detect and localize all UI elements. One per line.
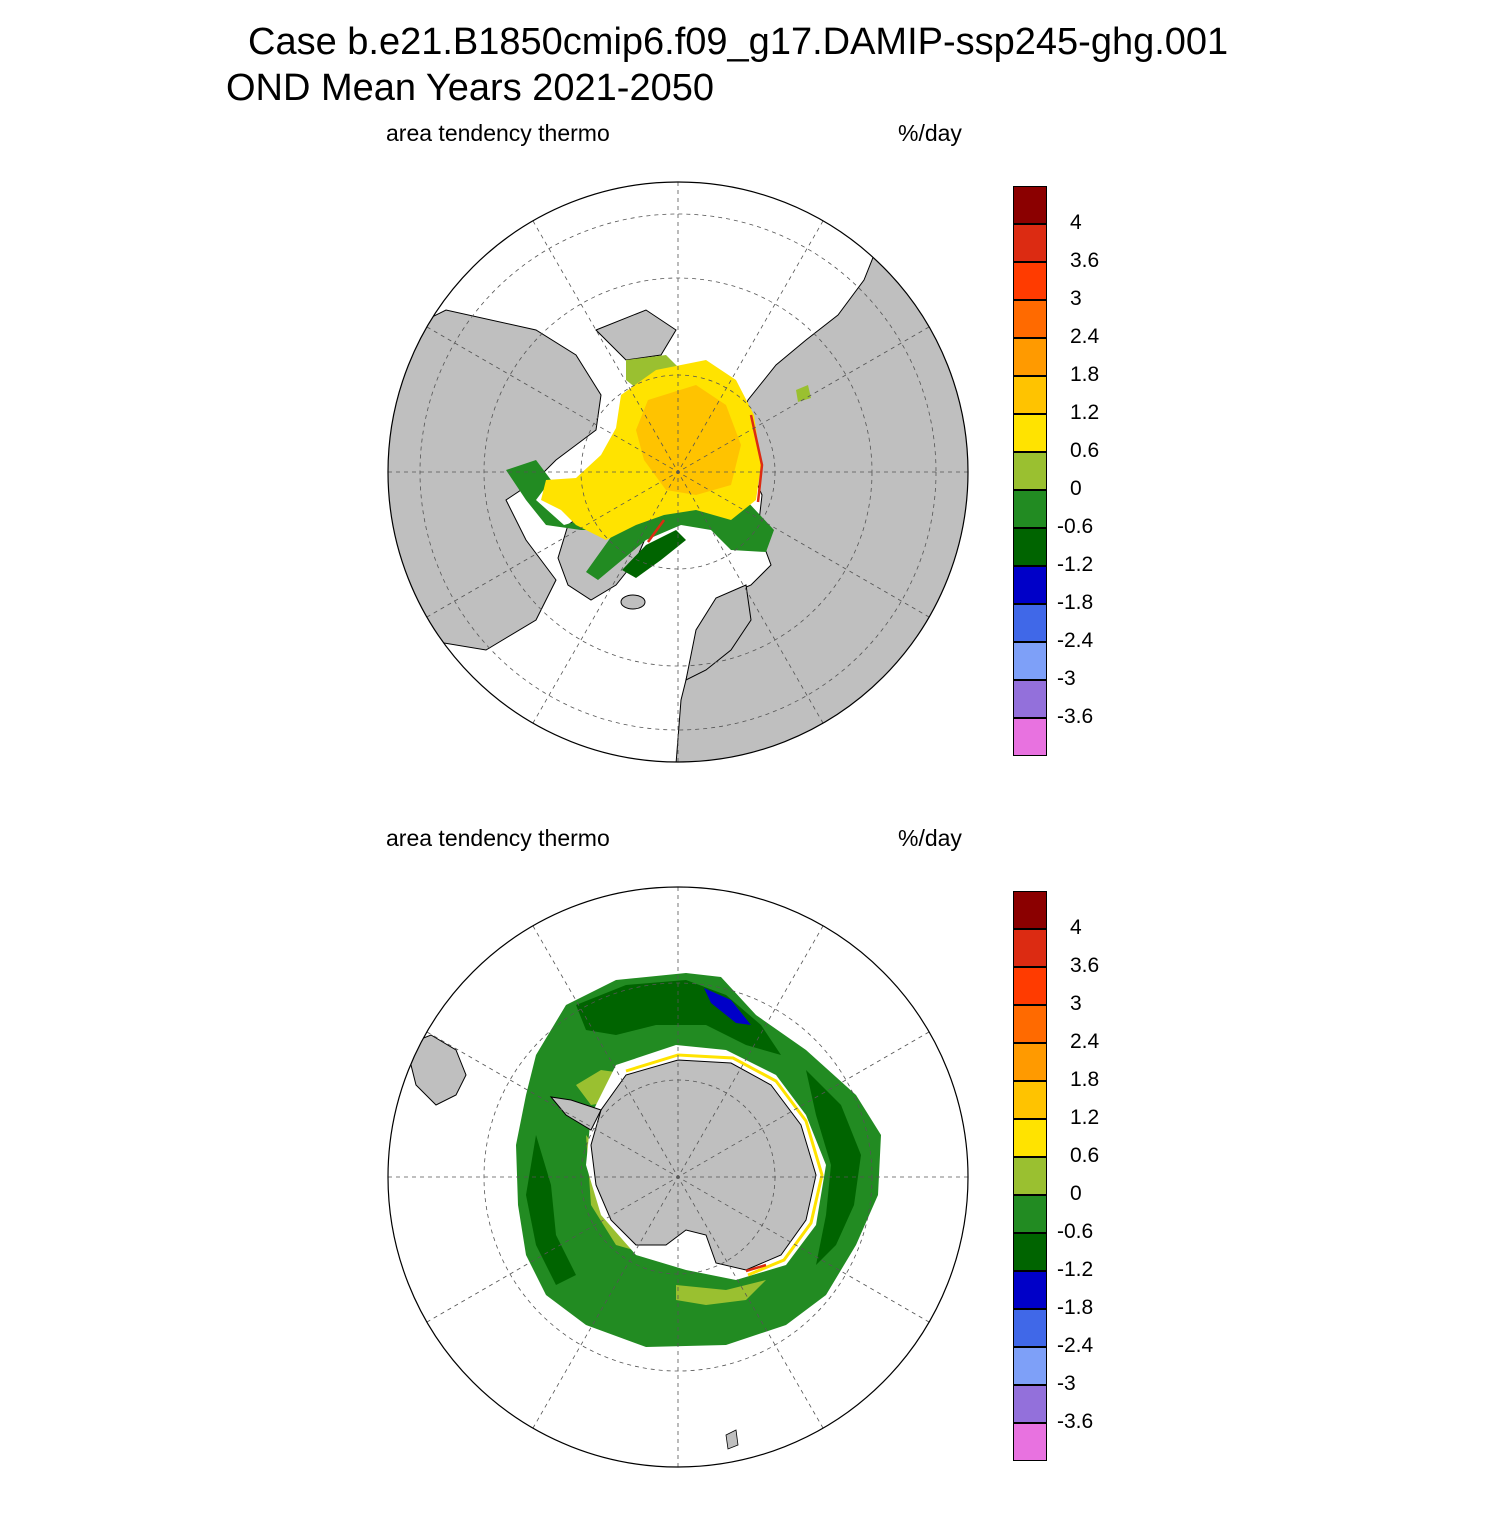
colorbar-label: -2.4 [1057,1334,1094,1357]
colorbar-label: 3.6 [1070,249,1100,272]
ice-dark-green-west [526,1135,576,1285]
colorbar-label: 3 [1070,287,1082,310]
colorbar-label: -0.6 [1057,515,1094,538]
colorbar-swatch [1013,224,1047,262]
colorbar-label: -1.2 [1057,1258,1094,1281]
land-antarctic-peninsula [549,1096,602,1131]
colorbar-label: -3.6 [1057,705,1094,728]
antarctic-polar-map [387,886,969,1468]
colorbar-swatch [1013,452,1047,490]
colorbar-label: 2.4 [1070,1030,1100,1053]
colorbar-swatch [1013,1309,1047,1347]
ice-dark-green-margin [622,530,686,578]
colorbar-label: 3 [1070,992,1082,1015]
colorbar-label: -1.2 [1057,553,1094,576]
colorbar-label: 1.2 [1070,1106,1100,1129]
panel-variable-label: area tendency thermo [386,825,610,851]
colorbar-swatch [1013,642,1047,680]
colorbar-swatch [1013,1157,1047,1195]
ice-yellow-green-weddell [676,1280,766,1305]
map-graticule [388,182,968,762]
colorbar-swatch [1013,1347,1047,1385]
panel-south: area tendency thermo %/day [0,815,1500,1515]
map-graticule [388,887,968,1467]
land-south-america [405,1034,467,1106]
colorbar-label: 1.8 [1070,1068,1100,1091]
colorbar-swatch [1013,1233,1047,1271]
colorbar-label: 0.6 [1070,439,1100,462]
ice-red-edge [749,414,764,503]
colorbar-swatch [1013,1195,1047,1233]
map-boundary [387,181,969,763]
colorbar: 4 3.6 3 2.4 1.8 1.2 0.6 0 -0.6 -1.2 -1.8 -2.4 -3 -3.6 [1013,891,1099,1461]
colorbar-swatch [1013,566,1047,604]
colorbar-swatch [1013,718,1047,756]
colorbar-label: 4 [1070,211,1082,234]
colorbar-swatch [1013,528,1047,566]
colorbar-swatch [1013,414,1047,452]
land-alaska [595,309,677,361]
colorbar-swatch [1013,680,1047,718]
colorbar-label: 3.6 [1070,954,1100,977]
colorbar-label: 0 [1070,1182,1082,1205]
figure-title-case: Case b.e21.B1850cmip6.f09_g17.DAMIP-ssp2… [248,21,1229,63]
ice-yellow-coast [625,1053,824,1277]
colorbar-swatch [1013,1081,1047,1119]
arctic-polar-map [387,181,969,763]
colorbar-label: -2.4 [1057,629,1094,652]
land-antarctica [590,1059,817,1271]
ice-green-bering [796,385,811,402]
colorbar-swatch [1013,300,1047,338]
ice-red-edge-atlantic [646,519,666,543]
land-south-africa-islands [725,1429,739,1450]
panel-units-label: %/day [898,120,962,146]
colorbar-label: 4 [1070,916,1082,939]
colorbar-label: 1.8 [1070,363,1100,386]
panel-variable-label: area tendency thermo [386,120,610,146]
colorbar-swatch [1013,376,1047,414]
colorbar-swatch [1013,338,1047,376]
ice-dark-green-east [806,1070,861,1265]
colorbar-label: 1.2 [1070,401,1100,424]
colorbar-swatch [1013,490,1047,528]
colorbar-swatch [1013,891,1047,929]
colorbar: 4 3.6 3 2.4 1.8 1.2 0.6 0 -0.6 -1.2 -1.8 -2.4 -3 -3.6 [1013,186,1099,756]
colorbar-label: -1.8 [1057,591,1094,614]
colorbar-label: -3.6 [1057,1410,1094,1433]
map-boundary [387,886,969,1468]
colorbar-swatch [1013,1271,1047,1309]
panel-north: area tendency thermo %/day [0,110,1500,810]
land-iceland [620,594,646,610]
colorbar-label: -1.8 [1057,1296,1094,1319]
colorbar-label: 0.6 [1070,1144,1100,1167]
colorbar-swatch [1013,1043,1047,1081]
ice-blue-patch [704,988,751,1025]
colorbar-label: -3 [1057,667,1076,690]
colorbar-label: -3 [1057,1372,1076,1395]
colorbar-swatch [1013,1423,1047,1461]
ice-dark-green-band [576,980,781,1055]
colorbar-swatch [1013,1385,1047,1423]
colorbar-label: 0 [1070,477,1082,500]
colorbar-swatch [1013,929,1047,967]
land-scandinavia [685,584,752,681]
colorbar-label: -0.6 [1057,1220,1094,1243]
figure-title-period: OND Mean Years 2021-2050 [226,67,714,109]
colorbar-swatch [1013,262,1047,300]
panel-units-label: %/day [898,825,962,851]
colorbar-swatch [1013,967,1047,1005]
ice-orange-core [636,385,741,495]
colorbar-swatch [1013,604,1047,642]
colorbar-swatch [1013,1005,1047,1043]
colorbar-swatch [1013,1119,1047,1157]
ice-red-coast [745,1263,767,1273]
colorbar-label: 2.4 [1070,325,1100,348]
colorbar-swatch [1013,186,1047,224]
